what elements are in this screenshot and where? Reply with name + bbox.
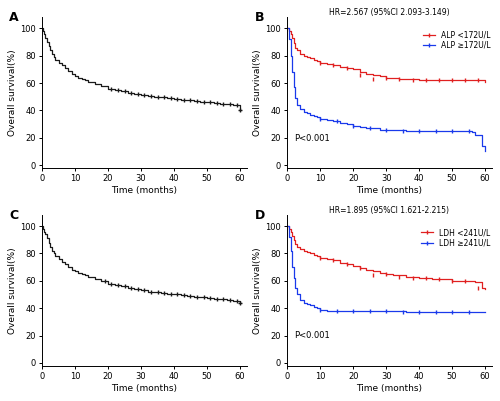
Y-axis label: Overall survival(%): Overall survival(%) xyxy=(8,247,18,334)
Text: D: D xyxy=(254,209,265,222)
X-axis label: Time (months): Time (months) xyxy=(356,384,422,393)
Text: B: B xyxy=(254,11,264,24)
Legend: ALP <172U/L, ALP ≥172U/L: ALP <172U/L, ALP ≥172U/L xyxy=(422,29,492,51)
Text: A: A xyxy=(10,11,19,24)
Text: P<0.001: P<0.001 xyxy=(294,134,330,142)
Y-axis label: Overall survival(%): Overall survival(%) xyxy=(8,49,18,136)
Title: HR=1.895 (95%CI 1.621-2.215): HR=1.895 (95%CI 1.621-2.215) xyxy=(330,206,450,215)
Text: P<0.001: P<0.001 xyxy=(294,331,330,340)
Title: HR=2.567 (95%CI 2.093-3.149): HR=2.567 (95%CI 2.093-3.149) xyxy=(329,8,450,17)
X-axis label: Time (months): Time (months) xyxy=(112,384,178,393)
Y-axis label: Overall survival(%): Overall survival(%) xyxy=(254,49,262,136)
Text: C: C xyxy=(10,209,18,222)
Legend: LDH <241U/L, LDH ≥241U/L: LDH <241U/L, LDH ≥241U/L xyxy=(420,227,492,249)
X-axis label: Time (months): Time (months) xyxy=(356,186,422,195)
Y-axis label: Overall survival(%): Overall survival(%) xyxy=(254,247,262,334)
X-axis label: Time (months): Time (months) xyxy=(112,186,178,195)
